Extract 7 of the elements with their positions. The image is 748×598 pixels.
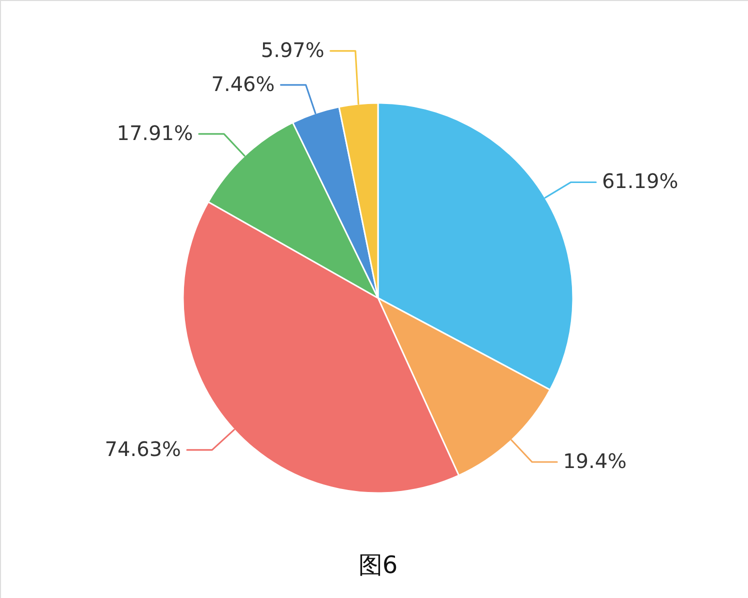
data-label: 17.91% <box>116 120 193 145</box>
data-label: 5.97% <box>260 38 324 62</box>
data-label: 7.46% <box>211 72 275 96</box>
data-label: 61.19% <box>602 169 678 194</box>
caption: 图6 <box>358 551 398 579</box>
data-label: 19.4% <box>563 449 627 474</box>
data-label: 74.63% <box>104 436 182 461</box>
